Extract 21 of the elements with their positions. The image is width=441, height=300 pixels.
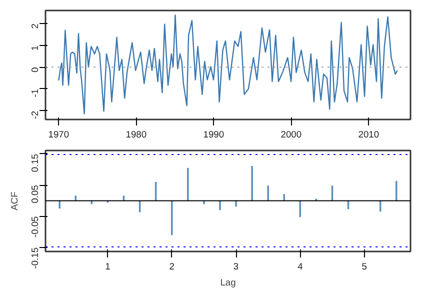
x-tick-label: 1 — [105, 262, 110, 272]
x-tick-label: 2010 — [358, 130, 380, 140]
y-tick-label: 0.15 — [30, 154, 40, 172]
y-tick-label: 1 — [30, 45, 40, 51]
y-tick-label: 0 — [30, 67, 40, 72]
y-tick-label: -2 — [30, 110, 40, 120]
y-tick-label: -1 — [30, 88, 40, 98]
x-tick-label: 1970 — [48, 130, 70, 140]
x-tick-label: 4 — [298, 262, 303, 272]
y-axis-title: ACF — [10, 191, 20, 210]
x-tick-label: 1990 — [203, 130, 224, 140]
x-axis-title: Lag — [220, 278, 236, 288]
x-tick-label: 2000 — [280, 130, 302, 140]
y-tick-label: 0.05 — [30, 185, 40, 204]
y-tick-label: 2 — [30, 24, 40, 29]
x-tick-label: 5 — [362, 262, 367, 272]
x-tick-label: 3 — [233, 262, 239, 272]
y-tick-label: -0.05 — [30, 216, 40, 238]
y-tick-label: -0.15 — [30, 247, 40, 269]
x-tick-label: 2 — [169, 262, 174, 272]
x-tick-label: 1980 — [126, 130, 147, 140]
